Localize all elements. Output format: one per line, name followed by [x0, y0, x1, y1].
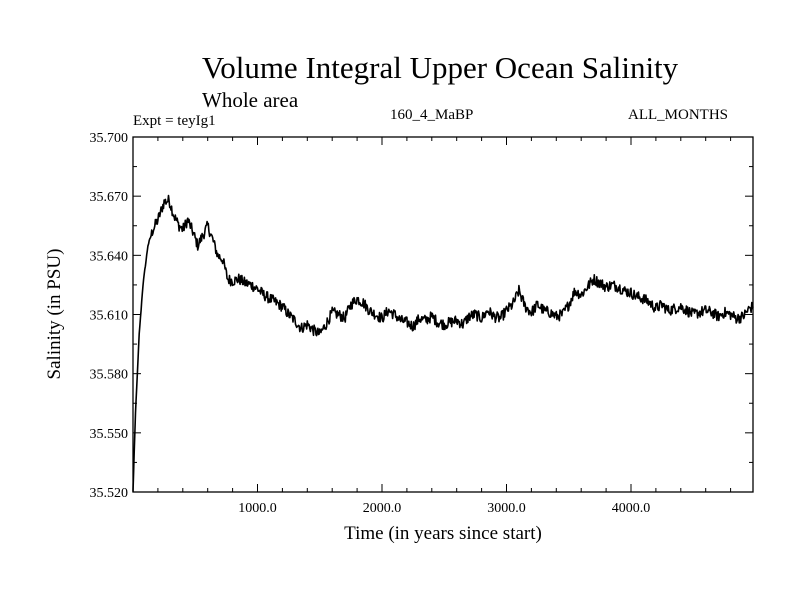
experiment-label: Expt = teyIg1	[133, 113, 216, 129]
y-tick-label: 35.580	[90, 368, 129, 383]
chart-title: Volume Integral Upper Ocean Salinity	[201, 50, 679, 85]
y-tick-label: 35.550	[90, 427, 129, 442]
x-tick-label: 2000.0	[363, 501, 402, 516]
y-axis-label: Salinity (in PSU)	[44, 249, 65, 380]
y-tick-label: 35.670	[90, 190, 129, 205]
y-tick-label: 35.700	[90, 131, 129, 146]
months-label: ALL_MONTHS	[628, 107, 728, 123]
y-tick-label: 35.640	[90, 249, 129, 264]
x-tick-label: 4000.0	[612, 501, 651, 516]
x-tick-label: 1000.0	[238, 501, 277, 516]
axis-ticks	[133, 136, 753, 493]
y-tick-label: 35.520	[90, 486, 129, 501]
x-axis-label: Time (in years since start)	[344, 523, 542, 544]
y-tick-label: 35.610	[90, 309, 129, 324]
run-label: 160_4_MaBP	[390, 107, 474, 123]
salinity-series-line	[132, 194, 754, 492]
axis-tick-labels: 35.520 35.550 35.580 35.610 35.640 35.670 35.7…	[90, 131, 651, 516]
plot-frame	[132, 136, 754, 493]
x-tick-label: 3000.0	[487, 501, 526, 516]
chart-subtitle: Whole area	[202, 88, 299, 112]
